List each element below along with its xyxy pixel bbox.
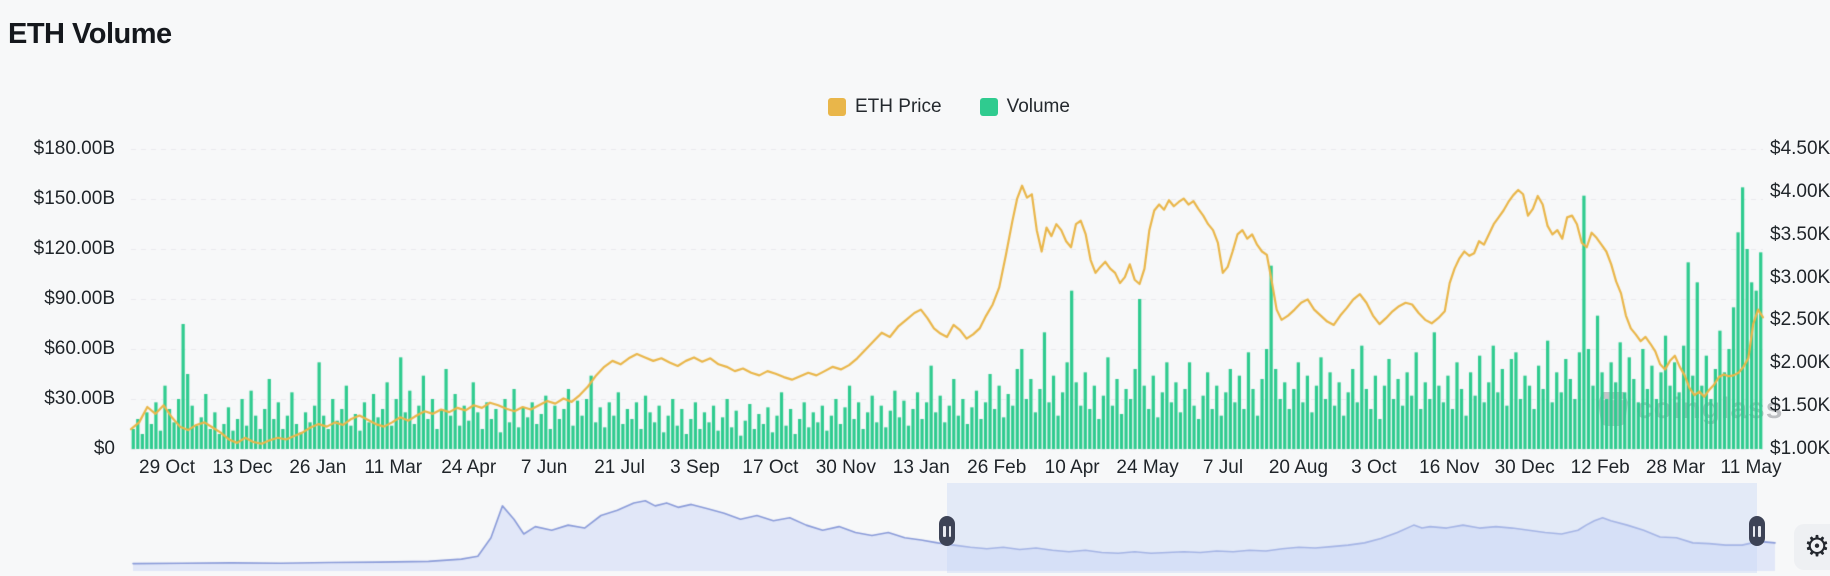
y-axis-right-tick-label: $1.50K	[1770, 395, 1830, 417]
x-axis-tick-label: 30 Dec	[1494, 457, 1555, 478]
x-axis-tick-label: 24 May	[1116, 457, 1179, 478]
x-axis-tick-label: 26 Jan	[289, 457, 347, 478]
y-axis-left-tick-label: $120.00B	[33, 238, 115, 259]
x-axis-tick-label: 16 Nov	[1419, 457, 1480, 478]
y-axis-right-tick-label: $4.00K	[1770, 180, 1830, 202]
x-axis-tick-label: 17 Oct	[742, 457, 799, 478]
navigator-left-handle-icon[interactable]	[939, 516, 956, 546]
y-axis-right-tick-label: $3.00K	[1770, 266, 1830, 288]
x-axis-tick-label: 7 Jun	[520, 457, 568, 478]
y-axis-right-tick-label: $2.00K	[1770, 352, 1830, 374]
settings-button[interactable]: ⚙	[1794, 524, 1830, 570]
y-axis-right-tick-label: $4.50K	[1770, 138, 1830, 159]
y-axis-left-tick-label: $30.00B	[44, 388, 115, 409]
x-axis-tick-label: 3 Sep	[670, 457, 720, 478]
x-axis-tick-label: 13 Jan	[892, 457, 950, 478]
gear-icon: ⚙	[1804, 530, 1830, 563]
y-axis-right-tick-label: $3.50K	[1770, 223, 1830, 245]
x-axis-tick-label: 11 May	[1720, 457, 1782, 478]
x-axis-tick-label: 7 Jul	[1202, 457, 1244, 478]
y-axis-left-tick-label: $0	[93, 438, 115, 459]
y-axis-left-tick-label: $180.00B	[33, 138, 115, 159]
y-axis-left-tick-label: $60.00B	[44, 338, 115, 359]
y-axis-left-tick-label: $90.00B	[44, 288, 115, 309]
x-axis-tick-label: 11 Mar	[364, 457, 423, 478]
x-axis-tick-label: 21 Jul	[594, 457, 645, 478]
y-axis-right-tick-label: $2.50K	[1770, 309, 1830, 331]
x-axis-tick-label: 26 Feb	[967, 457, 1027, 478]
x-axis-tick-label: 29 Oct	[139, 457, 195, 478]
x-axis-tick-label: 13 Dec	[212, 457, 273, 478]
x-axis-tick-label: 30 Nov	[815, 457, 876, 478]
x-axis-tick-label: 3 Oct	[1351, 457, 1397, 478]
x-axis-tick-label: 10 Apr	[1044, 457, 1100, 478]
x-axis-tick-label: 24 Apr	[441, 457, 497, 478]
x-axis-tick-label: 12 Feb	[1570, 457, 1630, 478]
x-axis-tick-label: 20 Aug	[1268, 457, 1329, 478]
y-axis-right-tick-label: $1.00K	[1770, 438, 1830, 459]
navigator-selected-range[interactable]	[947, 483, 1757, 573]
navigator-right-handle-icon[interactable]	[1748, 516, 1765, 546]
y-axis-left-tick-label: $150.00B	[33, 188, 115, 209]
x-axis-tick-label: 28 Mar	[1645, 457, 1706, 478]
